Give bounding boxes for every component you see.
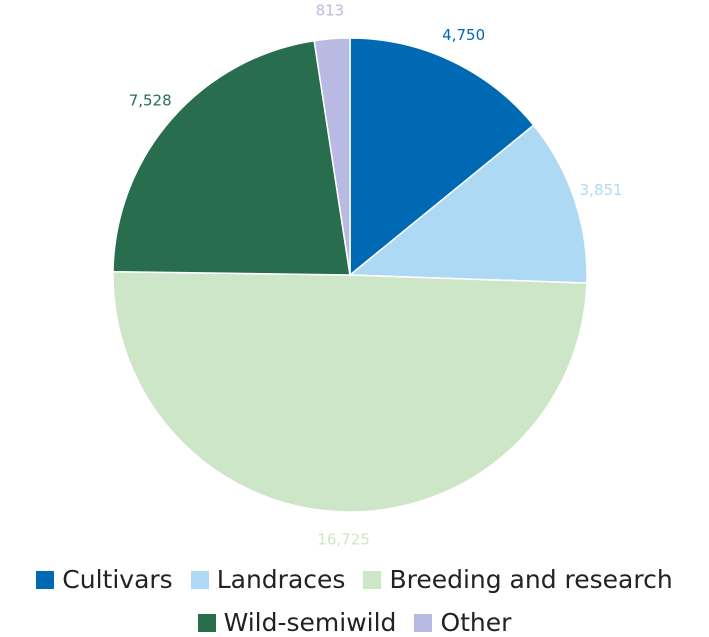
data-label-wild-semiwild: 7,528	[129, 91, 172, 109]
data-label-other: 813	[316, 1, 345, 19]
legend-swatch-breeding-and-research	[363, 570, 382, 589]
pie-slice-landraces	[347, 124, 588, 284]
legend-row-2: Wild-semiwild Other	[0, 610, 709, 635]
pie-slice-cultivars	[349, 37, 535, 277]
legend-item-breeding-and-research: Breeding and research	[363, 565, 673, 594]
legend-item-cultivars: Cultivars	[36, 565, 173, 594]
legend-label-cultivars: Cultivars	[62, 565, 173, 594]
pie-slice-breeding-and-research	[112, 270, 588, 513]
legend-label-breeding-and-research: Breeding and research	[389, 565, 673, 594]
legend-swatch-cultivars	[36, 570, 55, 589]
legend-row-1: Cultivars Landraces Breeding and researc…	[0, 567, 709, 592]
legend-swatch-landraces	[190, 570, 209, 589]
legend-swatch-other	[414, 613, 433, 632]
legend-label-wild-semiwild: Wild-semiwild	[223, 608, 397, 637]
data-label-cultivars: 4,750	[442, 26, 485, 44]
legend-item-landraces: Landraces	[190, 565, 346, 594]
legend-item-wild-semiwild: Wild-semiwild	[197, 608, 397, 637]
data-label-landraces: 3,851	[580, 181, 623, 199]
data-label-breeding-and-research: 16,725	[317, 530, 370, 548]
legend-label-other: Other	[440, 608, 512, 637]
legend-item-other: Other	[414, 610, 511, 635]
pie-slice-wild-semiwild	[112, 39, 351, 276]
legend-label-landraces: Landraces	[216, 565, 346, 594]
legend-swatch-wild-semiwild	[197, 613, 216, 632]
pie-slice-other	[313, 37, 351, 276]
